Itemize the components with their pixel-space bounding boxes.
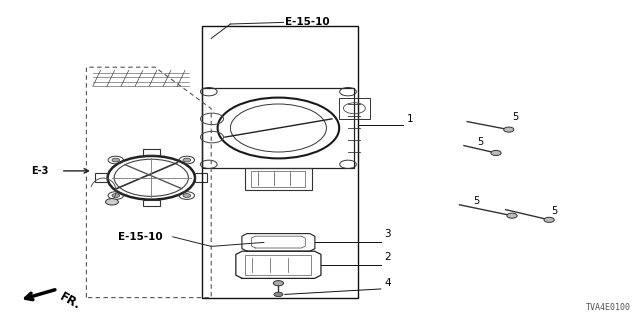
Bar (252, 171, 305, 187)
Circle shape (544, 217, 554, 222)
Text: E-15-10: E-15-10 (118, 232, 163, 242)
Circle shape (183, 158, 191, 162)
Circle shape (112, 194, 120, 197)
Bar (95, 173, 107, 182)
Bar (143, 149, 160, 155)
Circle shape (112, 158, 120, 162)
Circle shape (504, 127, 514, 132)
Circle shape (491, 150, 501, 156)
Circle shape (183, 194, 191, 197)
Text: 5: 5 (552, 206, 558, 216)
Text: 4: 4 (384, 278, 390, 288)
Circle shape (507, 213, 517, 218)
Circle shape (106, 199, 118, 205)
Bar (246, 255, 312, 275)
Circle shape (274, 292, 283, 297)
Text: 3: 3 (384, 229, 390, 239)
Circle shape (273, 281, 284, 286)
Text: 1: 1 (406, 114, 413, 124)
Bar (195, 173, 207, 182)
Text: FR.: FR. (58, 291, 83, 313)
Text: 5: 5 (477, 137, 483, 148)
Bar (339, 98, 370, 119)
Text: E-3: E-3 (31, 166, 48, 176)
Text: E-15-10: E-15-10 (285, 17, 330, 28)
Text: TVA4E0100: TVA4E0100 (586, 303, 630, 312)
Text: 2: 2 (384, 252, 390, 262)
Text: 5: 5 (512, 112, 518, 122)
Bar (143, 200, 160, 206)
Bar (202, 88, 355, 168)
Text: 5: 5 (474, 196, 480, 206)
Bar (202, 26, 358, 298)
Bar (245, 168, 312, 190)
